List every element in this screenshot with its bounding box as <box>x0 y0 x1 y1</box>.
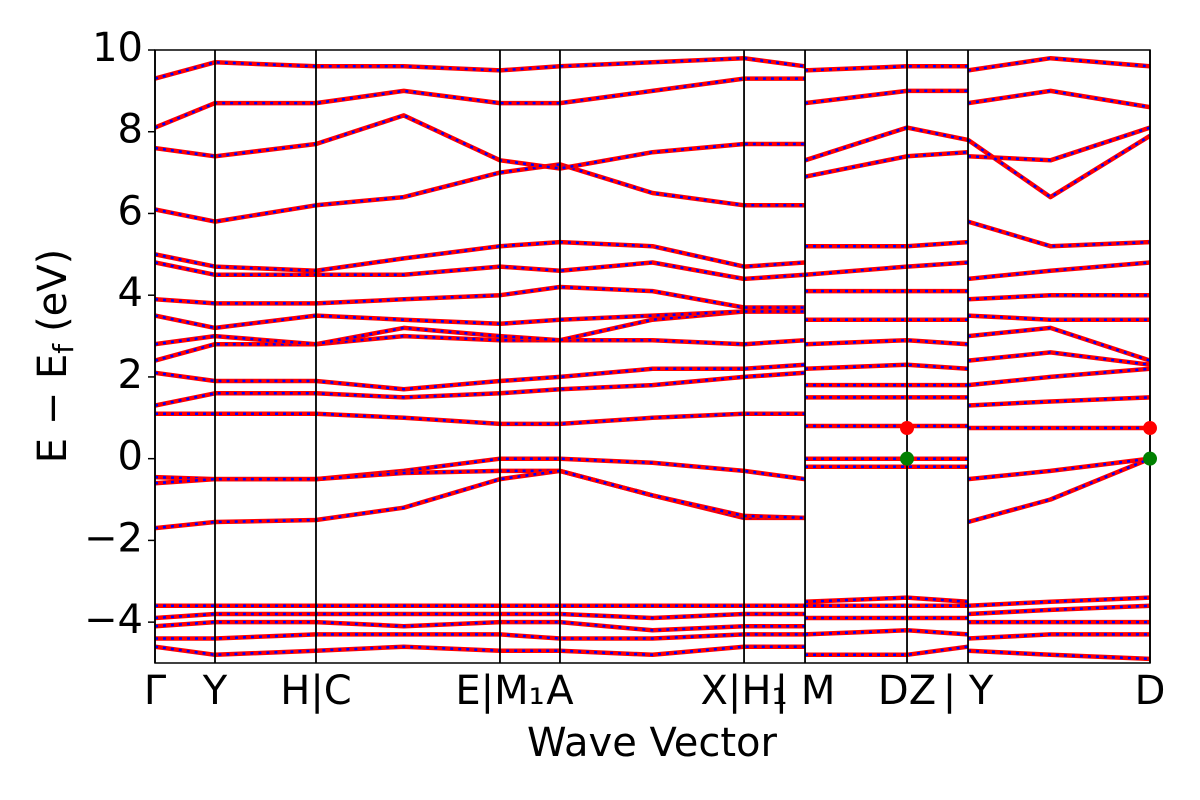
x-tick-label: Γ <box>144 668 167 714</box>
band-dash <box>155 334 1150 371</box>
x-tick-label: DZ <box>878 668 936 714</box>
x-tick-label: A <box>546 668 574 714</box>
x-tick-label: | Y <box>943 668 994 714</box>
y-tick-label: 8 <box>118 107 143 153</box>
x-tick-label: | M <box>775 668 836 714</box>
y-tick-label: 0 <box>118 434 143 480</box>
y-tick-label: −4 <box>84 597 143 643</box>
band-dash <box>155 56 1150 80</box>
band-dash <box>155 310 1150 362</box>
x-tick-label: D <box>1135 668 1166 714</box>
y-label-unit: (eV) <box>30 249 76 332</box>
marker <box>900 421 915 436</box>
x-axis-label: Wave Vector <box>527 720 778 766</box>
y-tick-label: 6 <box>118 188 143 234</box>
band-line <box>155 370 1150 408</box>
y-axis-label: E − Ef (eV) <box>30 249 80 464</box>
band-line <box>155 55 1150 81</box>
x-tick-label: H|C <box>280 668 351 714</box>
band-dash <box>155 469 806 530</box>
band-dash <box>155 220 1150 272</box>
marker <box>1143 421 1157 436</box>
x-tick-label: X|H₁ <box>701 668 788 714</box>
y-label-main: E − E <box>30 354 76 464</box>
bands <box>155 55 1150 662</box>
y-tick-label: 2 <box>118 352 143 398</box>
band-dash <box>155 371 1150 407</box>
band-dash <box>155 310 1150 330</box>
y-tick-label: −2 <box>84 515 143 561</box>
band-line <box>155 411 1150 431</box>
y-label-sub: f <box>47 343 80 354</box>
y-tick-label: 4 <box>118 270 143 316</box>
band-dash <box>155 457 1150 524</box>
x-tick-label: E|M₁ <box>455 668 544 714</box>
band-dash <box>155 77 1150 129</box>
y-tick-label: 10 <box>92 25 143 71</box>
band-line <box>155 125 1150 224</box>
marker <box>1143 451 1157 466</box>
marker <box>900 451 915 466</box>
x-tick-label: Y <box>202 668 228 714</box>
band-dash <box>155 457 1150 481</box>
